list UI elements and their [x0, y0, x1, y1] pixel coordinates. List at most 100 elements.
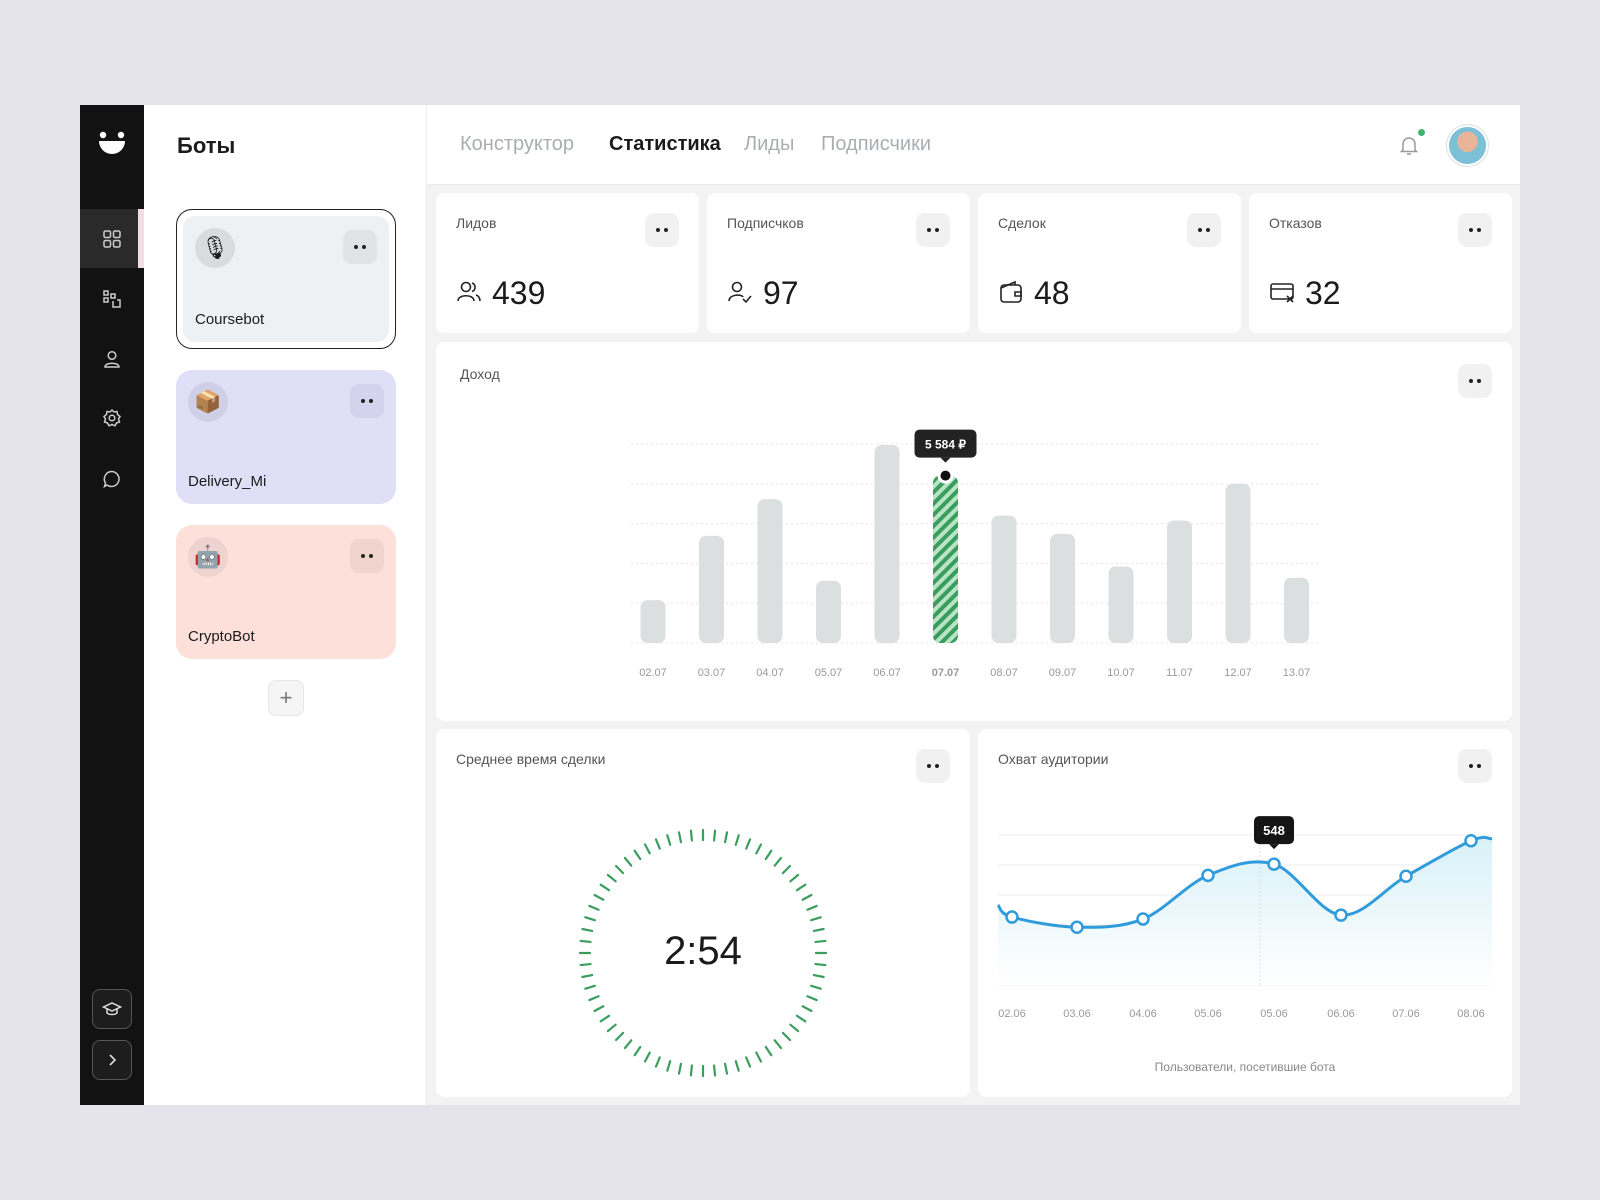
rail-item-flows[interactable]	[80, 279, 144, 319]
rail-active-bg	[80, 209, 144, 268]
data-point-03.06	[1070, 920, 1084, 934]
stat-value: 48	[1034, 275, 1070, 311]
icon-rail	[80, 105, 144, 1105]
bar-02.07	[640, 600, 666, 643]
x-tick-label: 03.07	[698, 667, 726, 679]
stat-label: Сделок	[998, 215, 1046, 231]
bot-menu-button[interactable]	[350, 539, 384, 573]
rail-item-settings[interactable]	[80, 398, 144, 438]
bot-menu-button[interactable]	[343, 230, 377, 264]
tab-subscribers[interactable]: Подписчики	[821, 133, 932, 155]
notification-dot	[1418, 129, 1425, 136]
data-point-07.06	[1399, 869, 1413, 883]
audience-reach-card: Охват аудитории 02.06 03.06 04.06 05.06 05.0…	[978, 729, 1512, 1097]
bot-card-coursebot[interactable]: 🎙 Coursebot	[176, 209, 396, 349]
series-line	[996, 835, 1493, 929]
card-menu-button[interactable]	[1458, 749, 1492, 783]
card-menu-button[interactable]	[645, 213, 679, 247]
avg-deal-time-card: Среднее время сделки 2:54	[436, 729, 970, 1097]
timer-tick	[814, 939, 827, 944]
bell-icon[interactable]	[1397, 133, 1421, 157]
x-tick-label: 10.07	[1107, 667, 1135, 679]
timer-tick	[677, 1062, 683, 1075]
timer-tick	[810, 916, 822, 922]
x-tick-label: 02.07	[639, 667, 667, 679]
bots-title: Боты	[177, 133, 236, 158]
x-tick-label: 05.06	[1260, 1008, 1288, 1020]
rail-item-users[interactable]	[80, 339, 144, 379]
timer-tick	[755, 843, 763, 855]
timer-tick	[579, 939, 592, 944]
x-tick-label: 04.07	[756, 667, 784, 679]
card-menu-button[interactable]	[916, 749, 950, 783]
rail-item-dashboard[interactable]	[80, 219, 144, 259]
tooltip-bg	[914, 429, 977, 458]
stat-label: Отказов	[1269, 215, 1322, 231]
card-menu-button[interactable]	[1458, 364, 1492, 398]
tooltip-value: 5 584 ₽	[925, 438, 966, 452]
card-menu-button[interactable]	[1458, 213, 1492, 247]
timer-tick	[764, 849, 773, 861]
wallet-icon	[1000, 280, 1022, 303]
timer-tick	[806, 995, 818, 1002]
timer-tick	[666, 1060, 672, 1072]
bar-04.07	[757, 499, 783, 643]
tab-leads[interactable]: Лиды	[744, 133, 795, 155]
learning-button[interactable]	[92, 989, 132, 1029]
bot-card-delivery[interactable]: 📦 Delivery_Mi	[176, 370, 396, 504]
timer-tick	[745, 838, 752, 850]
tooltip-arrow	[1269, 844, 1279, 850]
data-point-08.06	[1464, 833, 1478, 848]
timer-tick	[781, 864, 792, 875]
timer-tick	[781, 1031, 792, 1042]
timer-tick	[606, 873, 617, 883]
data-point-05.06	[1267, 857, 1281, 871]
user-check-icon	[728, 281, 752, 304]
timer-tick	[810, 984, 822, 990]
stat-card-refusals: Отказов 32	[1249, 193, 1512, 333]
gear-icon	[103, 408, 121, 427]
timer-tick	[581, 927, 594, 933]
timer-tick	[723, 1062, 729, 1075]
user-avatar[interactable]	[1447, 125, 1488, 166]
tab-constructor[interactable]: Конструктор	[460, 133, 575, 155]
bot-name: CryptoBot	[188, 628, 255, 645]
timer-tick	[588, 995, 600, 1002]
stat-card-leads: Лидов 439	[436, 193, 699, 333]
bar-10.07	[1108, 566, 1134, 643]
box-avatar-icon: 📦	[188, 382, 228, 422]
timer-tick	[801, 893, 813, 901]
bot-menu-button[interactable]	[350, 384, 384, 418]
add-bot-button[interactable]: +	[268, 680, 304, 716]
chevron-right-icon	[109, 1054, 117, 1066]
bot-card-cryptobot[interactable]: 🤖 CryptoBot	[176, 525, 396, 659]
card-menu-button[interactable]	[1187, 213, 1221, 247]
x-tick-label: 09.07	[1049, 667, 1077, 679]
stat-label: Подписчков	[727, 215, 804, 231]
tab-statistics[interactable]: Статистика	[609, 133, 721, 155]
timer-tick	[614, 864, 625, 875]
x-tick-label: 04.06	[1129, 1008, 1157, 1020]
rail-item-chat[interactable]	[80, 459, 144, 499]
x-tick-label: 02.06	[998, 1008, 1026, 1020]
reach-x-label: Пользователи, посетившие бота	[1154, 1060, 1336, 1074]
bot-name: Coursebot	[195, 311, 265, 328]
data-point-06.06	[1334, 908, 1348, 922]
user-icon	[104, 350, 120, 368]
tooltip-arrow	[940, 457, 951, 463]
card-menu-button[interactable]	[916, 213, 950, 247]
timer-tick	[584, 984, 596, 990]
highlight-point	[940, 470, 951, 481]
top-header	[427, 105, 1520, 185]
expand-sidebar-button[interactable]	[92, 1040, 132, 1080]
income-title: Доход	[460, 366, 500, 382]
timer-tick	[633, 849, 642, 861]
tooltip-value: 548	[1263, 823, 1285, 838]
timer-tick	[588, 904, 600, 911]
timer-tick	[773, 856, 783, 867]
stat-card-deals: Сделок 48	[978, 193, 1241, 333]
timer-tick	[734, 834, 740, 846]
x-tick-label: 03.06	[1063, 1008, 1091, 1020]
timer-tick	[689, 1064, 694, 1077]
chat-icon	[103, 470, 120, 489]
